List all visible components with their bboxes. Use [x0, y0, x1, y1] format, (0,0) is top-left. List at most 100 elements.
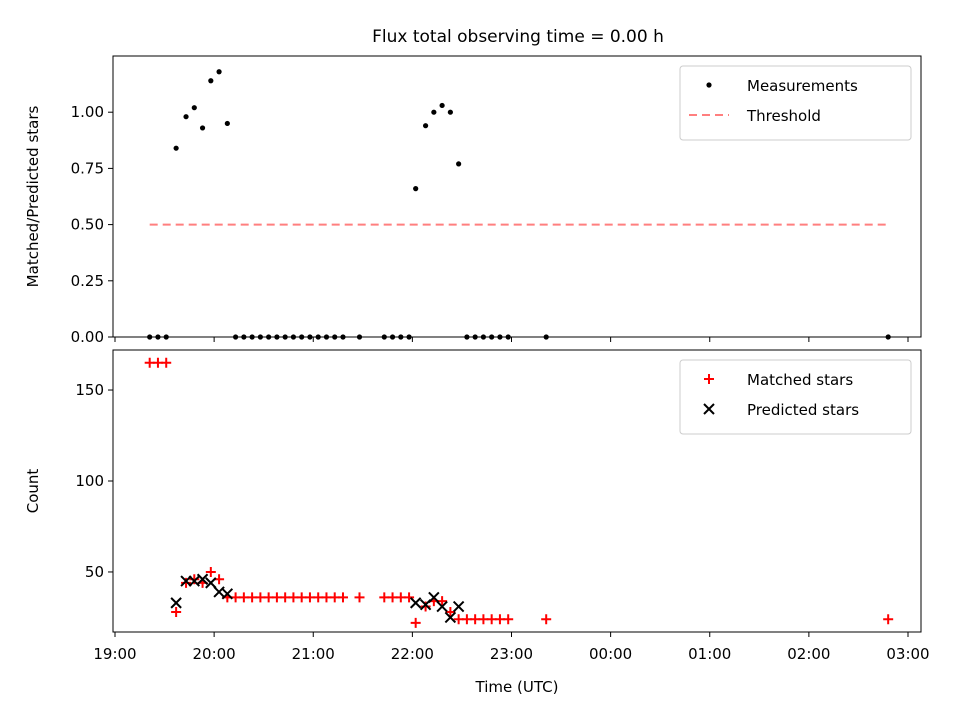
data-point: Measurements 23:21: 0 — [543, 334, 549, 340]
data-point: Measurements 20:28: 0 — [257, 334, 263, 340]
x-tick-label: 19:00 — [93, 645, 136, 663]
data-point: Measurements 21:13: 0 — [332, 334, 338, 340]
data-point: Measurements 19:53: 0.93 — [199, 125, 206, 131]
x-axis-label: Time (UTC) — [475, 678, 559, 696]
data-point: Measurements 22:58: 0 — [505, 334, 511, 340]
y-tick-label: 1.00 — [71, 103, 104, 121]
data-point: Predicted stars 20:08: 38 — [221, 588, 234, 600]
legend-swatch — [703, 403, 715, 415]
y-axis-label: Matched/Predicted stars — [24, 106, 42, 288]
data-point: Measurements 20:53: 0 — [299, 334, 305, 340]
legend-swatch — [706, 82, 712, 88]
data-point: Matched stars 02:48: 24 — [883, 614, 894, 625]
data-point: Measurements 22:08: 0.94 — [422, 123, 429, 129]
data-point: Matched stars 19:31: 165 — [161, 357, 172, 368]
data-point: Predicted stars 19:43: 45 — [180, 575, 192, 587]
legend-box — [679, 359, 912, 435]
data-point: Predicted stars 19:58: 44 — [205, 577, 217, 589]
data-point: Predicted stars 19:37: 33 — [170, 597, 182, 609]
data-point: Predicted stars 22:02: 33 — [409, 597, 422, 609]
legend-box — [679, 65, 912, 141]
axes-frame — [112, 349, 922, 633]
top-panel: 0.00 0.25 0.50 0.75 1.00 Matched/Predicted st… — [24, 55, 922, 346]
data-point: Measurements 20:33: 0 — [266, 334, 272, 340]
x-tick-label: 23:00 — [490, 645, 533, 663]
legend-label: Threshold — [746, 107, 821, 125]
data-point: Predicted stars 20:03: 39 — [213, 586, 225, 598]
data-point: Measurements 22:02: 0.66 — [413, 186, 419, 192]
y-axis-label: Count — [24, 469, 42, 514]
data-point: Matched stars 23:21: 24 — [541, 614, 552, 625]
data-point: Measurements 22:23: 1 — [447, 109, 453, 115]
data-point: Measurements 21:58: 0 — [406, 334, 412, 340]
data-point: Predicted stars 19:53: 46 — [196, 573, 209, 585]
data-point: Matched stars 22:08: 31 — [420, 601, 431, 612]
x-tick-label: 03:00 — [886, 645, 929, 663]
y-tick-label: 0.00 — [71, 328, 104, 346]
legend-label: Matched stars — [747, 371, 853, 389]
x-tick-label: 22:00 — [391, 645, 434, 663]
data-point: Matched stars 19:58: 50 — [205, 566, 216, 577]
data-point: Measurements 20:43: 0 — [282, 334, 288, 340]
y-tick-label: 50 — [85, 563, 104, 581]
data-point: Measurements 19:58: 1.14 — [208, 78, 214, 84]
data-point: Matched stars 22:02: 22 — [410, 617, 421, 628]
x-tick-label: 02:00 — [787, 645, 830, 663]
series-matched-stars: Matched stars 19:21: 165Matched stars 19… — [144, 357, 894, 628]
data-point: Measurements 02:48: 0 — [885, 334, 891, 340]
y-tick-label: 100 — [75, 472, 104, 490]
bottom-panel: 50 100 150 19:00 20:00 21:00 22:00 23:00 00:00 01… — [24, 349, 930, 696]
data-point: Measurements 21:28: 0 — [356, 334, 363, 340]
data-point: Measurements 19:48: 1.02 — [191, 105, 197, 111]
data-point: Measurements 22:33: 0 — [464, 334, 470, 340]
x-tick-label: 00:00 — [589, 645, 632, 663]
y-tick-label: 0.25 — [71, 272, 104, 290]
data-point: Predicted stars 19:48: 45 — [188, 575, 201, 587]
legend: Matched stars Predicted stars — [679, 359, 912, 435]
data-point: Measurements 20:03: 1.18 — [216, 69, 222, 75]
figure-title: Flux total observing time = 0.00 h — [372, 27, 664, 47]
data-point: Matched stars 19:43: 44 — [181, 577, 192, 588]
data-point: Measurements 22:13: 1 — [431, 109, 437, 115]
data-point: Matched stars 22:58: 24 — [503, 614, 514, 625]
y-tick-label: 150 — [75, 381, 104, 399]
data-point: Measurements 20:18: 0 — [241, 334, 247, 340]
data-point: Measurements 19:43: 0.98 — [183, 114, 189, 120]
data-point: Measurements 22:18: 1.03 — [439, 102, 445, 109]
data-point: Measurements 19:21: 0 — [147, 334, 153, 340]
data-point: Predicted stars 22:28: 31 — [452, 600, 465, 613]
x-tick-label: 21:00 — [292, 645, 335, 663]
data-point: Matched stars 21:58: 36 — [404, 592, 415, 603]
data-point: Measurements 21:08: 0 — [323, 334, 330, 340]
y-tick-label: 0.50 — [71, 216, 104, 234]
x-tick-label: 01:00 — [688, 645, 731, 663]
data-point: Measurements 21:18: 0 — [340, 334, 346, 340]
data-point: Measurements 21:43: 0 — [381, 334, 387, 340]
data-point: Matched stars 19:48: 46 — [189, 574, 200, 585]
data-point: Measurements 22:28: 0.77 — [456, 161, 462, 167]
data-point: Measurements 21:48: 0 — [389, 334, 396, 340]
data-point: Measurements 20:58: 0 — [307, 334, 313, 340]
data-point: Measurements 20:08: 0.95 — [224, 120, 230, 127]
data-point: Measurements 19:26: 0 — [155, 334, 161, 340]
legend: Measurements Threshold — [679, 65, 912, 141]
y-tick-label: 0.75 — [71, 159, 104, 177]
data-point: Measurements 22:48: 0 — [489, 334, 495, 340]
data-point: Measurements 20:38: 0 — [274, 334, 280, 340]
data-point: Measurements 20:13: 0 — [233, 334, 239, 340]
x-tick-label: 20:00 — [193, 645, 236, 663]
legend-label: Predicted stars — [747, 401, 859, 419]
data-point: Matched stars 19:37: 28 — [171, 606, 182, 617]
data-point: Predicted stars 22:13: 36 — [428, 591, 440, 604]
data-point: Measurements 19:37: 0.84 — [173, 145, 179, 151]
axes-frame — [112, 55, 922, 338]
data-point: Measurements 22:53: 0 — [497, 334, 503, 340]
series-predicted-stars: Predicted stars 19:37: 33 Predicted stars… — [170, 573, 465, 624]
legend-swatch — [704, 374, 714, 384]
data-point: Measurements 21:53: 0 — [398, 334, 404, 340]
data-point: Predicted stars 22:18: 31 — [436, 600, 448, 613]
data-point: Measurements 21:03: 0 — [315, 334, 321, 340]
data-point: Measurements 22:43: 0 — [480, 334, 487, 340]
data-point: Matched stars 22:23: 28 — [445, 606, 456, 617]
